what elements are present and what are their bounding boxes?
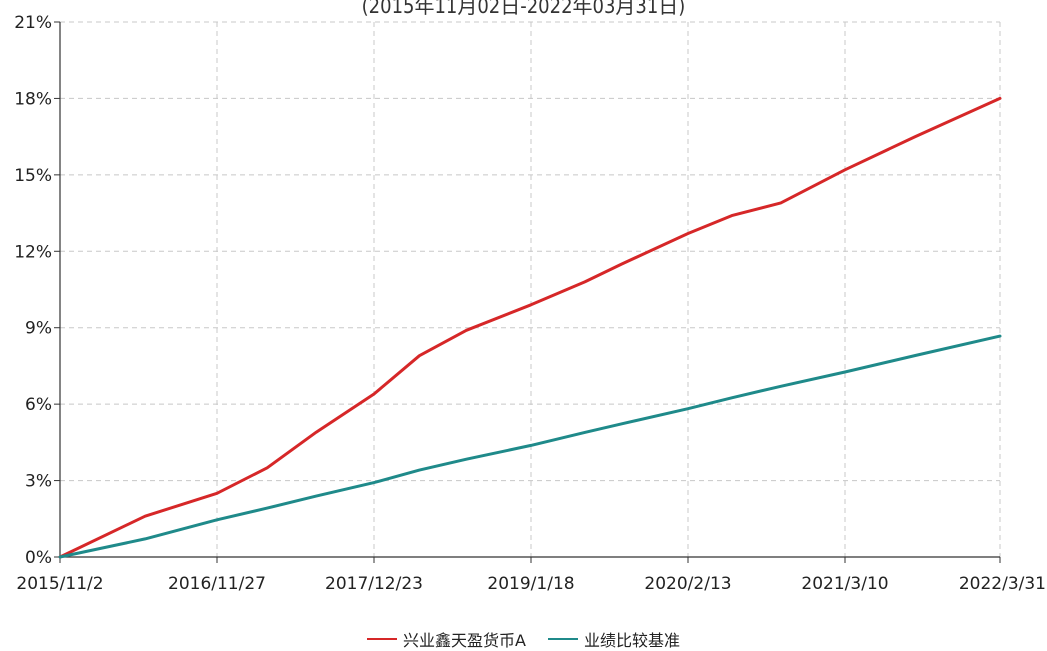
y-tick-label: 15% — [14, 166, 52, 186]
x-tick-label: 2016/11/27 — [168, 574, 266, 594]
series-line-1 — [58, 334, 1002, 559]
legend-swatch-red — [367, 638, 398, 640]
y-tick-label: 6% — [25, 395, 52, 415]
series-line-0 — [58, 96, 1002, 559]
y-tick-label: 3% — [25, 472, 52, 492]
y-tick-label: 9% — [25, 319, 52, 339]
x-tick-label: 2021/3/10 — [801, 574, 888, 594]
legend-item-series1[interactable]: 业绩比较基准 — [547, 627, 680, 651]
legend-label-series1: 业绩比较基准 — [583, 631, 680, 650]
y-tick-label: 12% — [14, 242, 52, 262]
y-tick-label: 21% — [14, 13, 52, 33]
y-tick-label: 18% — [14, 89, 52, 109]
x-tick-label: 2020/2/13 — [644, 574, 731, 594]
legend: 兴业鑫天盈货币A 业绩比较基准 — [0, 627, 1047, 651]
x-tick-label: 2017/12/23 — [325, 574, 423, 594]
legend-swatch-teal — [547, 638, 578, 640]
x-tick-label: 2019/1/18 — [487, 574, 574, 594]
x-tick-label: 2022/3/31 — [959, 574, 1046, 594]
chart-title: (2015年11月02日-2022年03月31日) — [361, 0, 686, 18]
legend-label-series0: 兴业鑫天盈货币A — [403, 631, 526, 650]
legend-item-series0[interactable]: 兴业鑫天盈货币A — [367, 627, 526, 651]
x-tick-label: 2015/11/2 — [16, 574, 103, 594]
y-tick-label: 0% — [25, 548, 52, 568]
